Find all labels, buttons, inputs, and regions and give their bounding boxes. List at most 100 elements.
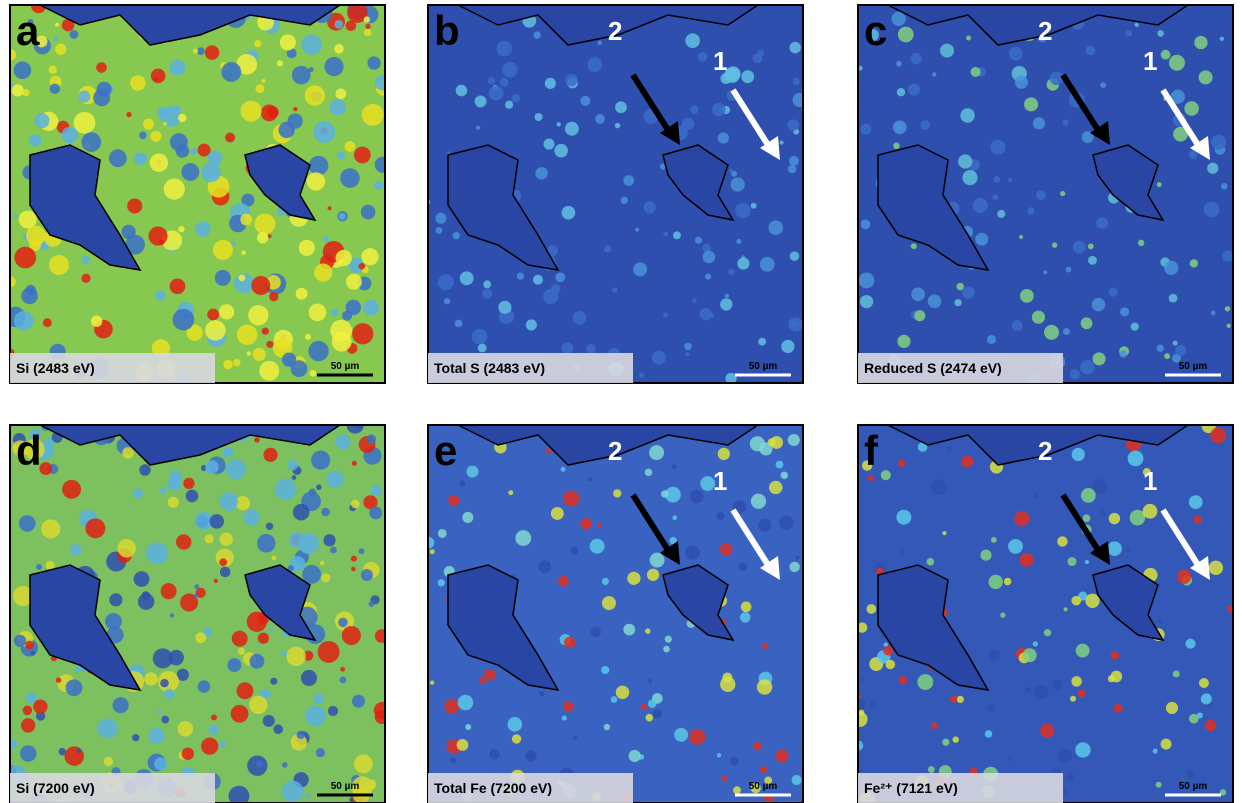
texture xyxy=(103,756,114,767)
texture xyxy=(223,359,233,370)
texture xyxy=(112,697,129,714)
texture xyxy=(892,120,907,135)
texture xyxy=(673,231,681,240)
texture xyxy=(932,72,937,77)
texture xyxy=(293,107,298,112)
texture xyxy=(741,70,755,84)
texture xyxy=(282,762,288,768)
texture xyxy=(789,561,800,573)
texture xyxy=(321,573,331,583)
texture xyxy=(565,73,578,87)
texture xyxy=(980,549,992,561)
texture xyxy=(370,484,382,497)
texture xyxy=(55,22,60,27)
texture xyxy=(1043,629,1052,637)
map xyxy=(428,425,803,803)
texture xyxy=(1188,495,1203,509)
texture xyxy=(269,292,279,302)
texture xyxy=(81,255,91,265)
texture xyxy=(457,694,474,711)
texture xyxy=(27,18,34,25)
white-arrow-head xyxy=(1190,556,1210,580)
texture xyxy=(716,512,725,521)
texture xyxy=(1221,182,1228,190)
texture xyxy=(769,480,783,495)
texture xyxy=(291,475,297,480)
texture xyxy=(728,168,734,173)
texture xyxy=(368,601,375,607)
texture xyxy=(589,538,605,554)
texture xyxy=(893,142,900,150)
texture xyxy=(1164,260,1179,275)
texture xyxy=(270,677,278,685)
texture xyxy=(308,155,329,176)
texture xyxy=(515,530,532,546)
texture xyxy=(196,47,205,56)
texture xyxy=(259,360,280,381)
texture xyxy=(1157,30,1164,37)
caption-box xyxy=(10,353,215,383)
texture xyxy=(897,334,911,348)
texture xyxy=(543,138,555,150)
grain-outline xyxy=(877,144,990,271)
texture xyxy=(685,352,690,357)
texture xyxy=(1022,648,1037,663)
texture xyxy=(1186,769,1195,778)
texture xyxy=(62,479,82,499)
texture xyxy=(281,650,287,657)
texture xyxy=(435,227,443,234)
texture xyxy=(278,121,295,139)
texture xyxy=(351,566,356,572)
texture xyxy=(911,287,925,302)
texture xyxy=(150,68,166,84)
texture xyxy=(276,60,284,67)
texture xyxy=(940,43,955,58)
grain-outline xyxy=(39,425,342,466)
texture xyxy=(1207,162,1219,174)
texture xyxy=(240,100,262,122)
texture xyxy=(720,298,733,311)
texture xyxy=(163,688,175,700)
texture xyxy=(986,334,997,345)
texture xyxy=(962,286,975,299)
texture xyxy=(53,36,59,42)
caption: Si (7200 eV) xyxy=(16,780,95,796)
texture xyxy=(717,447,730,461)
texture xyxy=(308,488,317,497)
texture xyxy=(1222,250,1233,262)
texture xyxy=(628,749,641,763)
caption: Total S (2483 eV) xyxy=(434,360,545,376)
texture xyxy=(143,118,155,130)
texture xyxy=(534,112,543,122)
texture xyxy=(323,534,336,547)
grain-outline xyxy=(1092,144,1165,222)
texture xyxy=(18,210,37,229)
texture xyxy=(65,679,83,697)
texture xyxy=(1155,781,1162,788)
texture xyxy=(342,310,353,321)
texture xyxy=(603,723,611,731)
texture xyxy=(758,337,767,346)
texture xyxy=(177,721,194,737)
texture xyxy=(25,640,34,650)
texture xyxy=(990,139,1006,155)
texture xyxy=(538,560,552,574)
texture xyxy=(795,555,800,560)
texture xyxy=(740,601,752,613)
texture xyxy=(926,557,935,566)
scale-bar-label: 50 µm xyxy=(331,781,360,792)
texture xyxy=(193,593,198,599)
texture xyxy=(1051,242,1058,248)
texture xyxy=(1108,512,1121,525)
texture xyxy=(1008,539,1023,554)
texture xyxy=(22,705,33,716)
texture xyxy=(456,739,469,751)
map xyxy=(858,5,1233,383)
region-marker: 2 xyxy=(1038,436,1052,466)
texture xyxy=(775,460,784,469)
texture xyxy=(1219,36,1224,42)
texture xyxy=(1057,748,1073,763)
texture xyxy=(1085,45,1096,56)
texture xyxy=(1193,515,1202,525)
texture xyxy=(35,711,46,721)
